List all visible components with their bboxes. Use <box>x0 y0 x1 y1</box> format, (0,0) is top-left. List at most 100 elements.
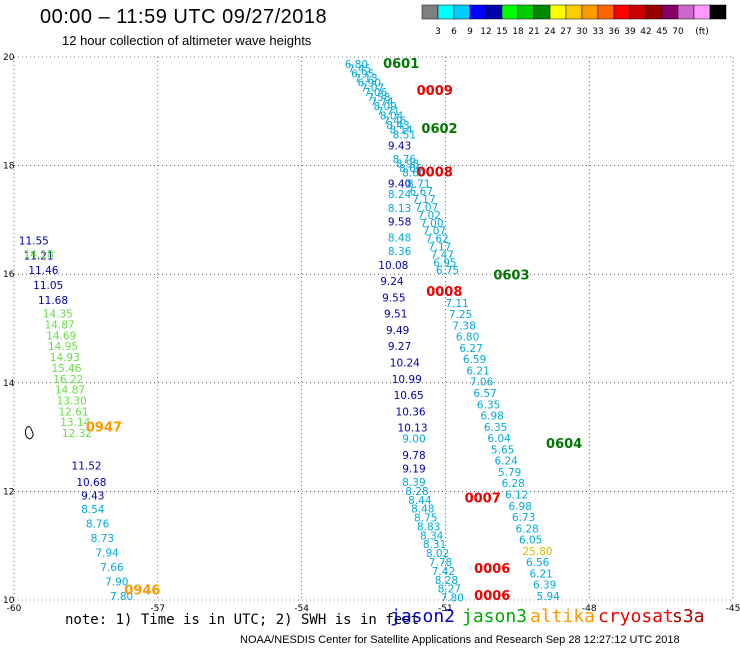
wave-height-label: 14.69 <box>46 330 76 342</box>
wave-height-label: 9.27 <box>388 341 411 353</box>
wave-height-label: 10.65 <box>394 390 424 402</box>
wave-height-label: 6.35 <box>477 399 500 411</box>
y-tick-label: 18 <box>3 162 15 172</box>
wave-height-label: 9.19 <box>402 463 425 475</box>
wave-height-label: 7.42 <box>432 566 455 578</box>
wave-height-label: 8.14 <box>389 125 413 137</box>
wave-height-label: 14.95 <box>48 341 78 353</box>
wave-height-label: 6.39 <box>533 580 556 592</box>
wave-height-label: 9.58 <box>388 216 411 228</box>
wave-height-label: 7.38 <box>452 320 475 332</box>
wave-height-label: 6.28 <box>515 523 538 535</box>
wave-height-label: 11.21 <box>24 250 54 262</box>
colorbar-label: 3 <box>435 27 441 37</box>
wave-height-label: 7.17 <box>412 194 435 206</box>
wave-height-label: 6.75 <box>436 265 459 277</box>
colorbar-label: 18 <box>512 27 524 37</box>
colorbar-label: 15 <box>496 27 507 37</box>
colorbar-label: 70 <box>672 27 684 37</box>
colorbar-label: 30 <box>576 27 588 37</box>
wave-height-label: 11.68 <box>38 295 68 307</box>
island-outline <box>24 425 34 440</box>
wave-height-label: 14.35 <box>43 309 73 321</box>
wave-height-label: 8.34 <box>420 530 444 542</box>
legend-cryosat: cryosat <box>598 606 674 627</box>
chart-subtitle: 12 hour collection of altimeter wave hei… <box>62 33 312 48</box>
wave-height-label: 7.80 <box>110 591 133 603</box>
wave-height-label: 8.76 <box>393 154 417 166</box>
wave-height-label: 6.28 <box>501 478 524 490</box>
colorbar-label: 6 <box>451 27 457 37</box>
wave-height-label: 6.90 <box>358 78 381 90</box>
wave-height-label: 6.95 <box>351 68 374 80</box>
wave-height-label: 7.78 <box>429 557 452 569</box>
credit-line: NOAA/NESDIS Center for Satellite Applica… <box>240 634 680 646</box>
time-label: 0006 <box>474 562 510 577</box>
wave-height-label: 5.65 <box>491 444 514 456</box>
wave-height-label: 6.73 <box>512 512 535 524</box>
wave-height-label: 9.49 <box>386 325 409 337</box>
wave-height-label: 10.36 <box>396 406 426 418</box>
wave-height-label: 6.80 <box>456 332 479 344</box>
wave-height-label: 12.61 <box>58 406 88 418</box>
legend-altika: altika <box>530 606 596 627</box>
wave-height-label: 6.56 <box>526 557 550 569</box>
wave-height-label: 10.99 <box>392 374 422 386</box>
wave-height-label: 6.27 <box>459 343 482 355</box>
wave-height-label: 8.48 <box>411 504 434 516</box>
legend-s3a: s3a <box>672 606 705 627</box>
wave-height-label: 8.43 <box>386 120 409 132</box>
wave-height-label: 8.31 <box>423 539 446 551</box>
wave-height-label: 9.40 <box>388 178 411 190</box>
wave-height-label: 8.66 <box>399 163 423 175</box>
x-tick-label: -48 <box>582 604 597 614</box>
wave-height-label: 7.80 <box>441 593 464 605</box>
footnote: note: 1) Time is in UTC; 2) SWH is in fe… <box>65 612 420 628</box>
wave-height-label: 7.46 <box>383 115 407 127</box>
time-label: 0008 <box>426 285 462 300</box>
wave-height-label: 8.44 <box>408 495 432 507</box>
wave-height-label: 8.39 <box>402 477 425 489</box>
time-label: 0008 <box>417 165 453 180</box>
y-tick-label: 12 <box>3 487 14 497</box>
wave-height-label: 9.43 <box>81 491 104 503</box>
legend-jason3: jason3 <box>462 606 528 627</box>
wave-height-label: 6.35 <box>484 422 507 434</box>
wave-height-label: 9.00 <box>402 434 425 446</box>
wave-height-label: 7.02 <box>418 210 441 222</box>
wave-height-label: 13.14 <box>60 417 90 429</box>
wave-height-label: 6.67 <box>410 186 433 198</box>
colorbar-label: (ft) <box>695 27 709 37</box>
wave-height-label: 14.93 <box>50 352 80 364</box>
wave-height-label: 6.24 <box>494 456 518 468</box>
wave-height-label: 8.04 <box>380 111 404 123</box>
wave-height-label: 7.90 <box>105 577 128 589</box>
wave-height-label: 9.43 <box>388 140 411 152</box>
wave-height-label: 8.48 <box>388 233 411 245</box>
colorbar-label: 33 <box>592 27 603 37</box>
time-label: 0601 <box>383 57 419 72</box>
wave-height-label: 7.94 <box>95 548 119 560</box>
wave-height-label: 8.27 <box>438 584 461 596</box>
colorbar-label: 21 <box>528 27 539 37</box>
wave-height-label: 5.79 <box>498 467 521 479</box>
colorbar-label: 42 <box>640 27 651 37</box>
x-tick-label: -54 <box>294 604 309 614</box>
wave-height-label: 8.09 <box>374 101 397 113</box>
wave-height-label: 8.75 <box>414 513 437 525</box>
wave-height-label: 8.28 <box>435 575 458 587</box>
wave-height-label: 9.55 <box>382 292 405 304</box>
wave-height-label: 7.07 <box>423 226 446 238</box>
time-label: 0602 <box>421 122 457 137</box>
wave-height-label: 7.07 <box>361 82 384 94</box>
wave-height-label: 10.08 <box>378 260 408 272</box>
wave-height-label: 8.98 <box>396 158 419 170</box>
wave-height-label: 5.94 <box>536 591 560 603</box>
colorbar-label: 45 <box>656 27 667 37</box>
wave-height-label: 8.83 <box>417 521 440 533</box>
wave-height-label: 14.87 <box>45 320 75 332</box>
wave-height-label: 8.02 <box>426 548 449 560</box>
wave-height-label: 8.24 <box>388 189 412 201</box>
wave-height-label: 14.18 <box>24 249 54 261</box>
x-tick-label: -60 <box>7 604 22 614</box>
